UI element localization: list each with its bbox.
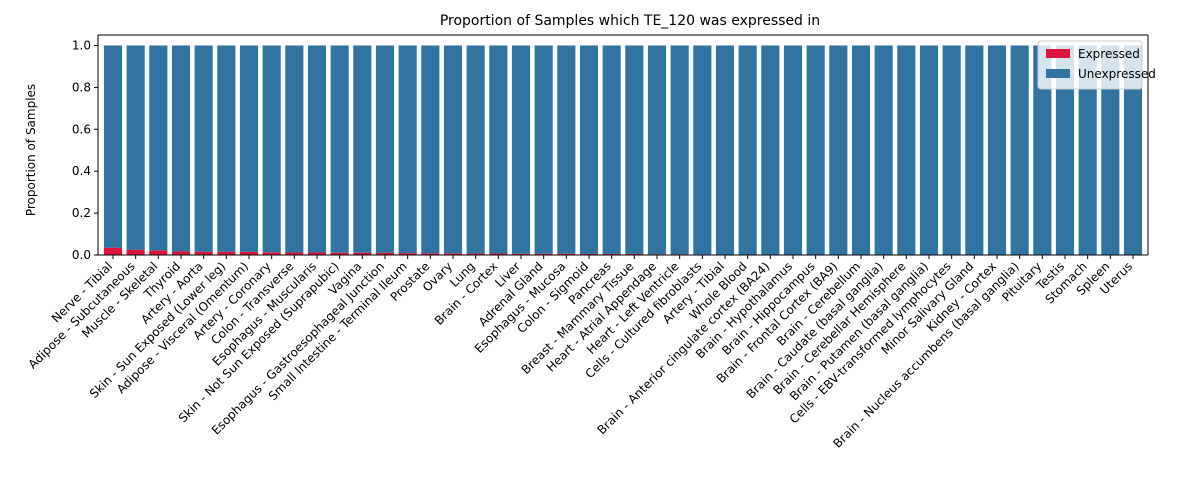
bar-expressed — [171, 251, 191, 255]
bar-unexpressed — [489, 45, 508, 254]
bar-unexpressed — [625, 45, 644, 254]
bar-unexpressed — [693, 45, 712, 255]
bar-unexpressed — [194, 45, 213, 252]
bar-unexpressed — [534, 45, 553, 254]
bar-expressed — [126, 249, 145, 255]
bar-unexpressed — [874, 45, 893, 256]
bar-expressed — [489, 253, 508, 255]
bar-expressed — [398, 253, 417, 255]
bar-unexpressed — [851, 45, 871, 256]
bar-expressed — [557, 253, 576, 255]
y-tick-label: 0.4 — [72, 164, 91, 178]
y-tick-label: 1.0 — [72, 38, 91, 52]
bar-unexpressed — [217, 45, 236, 252]
bar-unexpressed — [942, 45, 961, 256]
bar-unexpressed — [783, 45, 803, 256]
y-tick-label: 0.0 — [72, 248, 91, 262]
bar-unexpressed — [285, 45, 304, 253]
bar-expressed — [285, 252, 304, 255]
bar-unexpressed — [897, 45, 916, 256]
bar-expressed — [375, 252, 395, 255]
bar-unexpressed — [738, 45, 757, 256]
bar-expressed — [217, 251, 236, 255]
bar-unexpressed — [307, 45, 327, 253]
bar-expressed — [149, 250, 168, 255]
bar-expressed — [103, 247, 123, 255]
bar-expressed — [353, 252, 372, 255]
bar-unexpressed — [557, 45, 576, 254]
bar-unexpressed — [443, 45, 463, 254]
legend-swatch-expressed — [1046, 49, 1070, 58]
y-axis-label: Proportion of Samples — [24, 84, 38, 216]
bar-unexpressed — [670, 45, 689, 255]
bar-expressed — [443, 253, 463, 255]
bar-expressed — [194, 251, 213, 255]
bar-unexpressed — [715, 45, 735, 256]
bar-unexpressed — [1078, 45, 1097, 256]
bar-unexpressed — [466, 45, 485, 254]
bar-unexpressed — [353, 45, 372, 253]
bar-unexpressed — [919, 45, 939, 256]
bar-expressed — [421, 253, 440, 255]
bar-unexpressed — [375, 45, 395, 253]
bar-expressed — [511, 253, 531, 255]
bar-expressed — [466, 253, 485, 255]
bar-unexpressed — [1033, 45, 1052, 256]
y-tick-label: 0.8 — [72, 80, 91, 94]
bar-unexpressed — [806, 45, 825, 256]
bar-expressed — [579, 253, 599, 255]
bar-unexpressed — [421, 45, 440, 254]
bar-expressed — [625, 253, 644, 255]
bar-expressed — [534, 253, 553, 255]
legend: Expressed Unexpressed — [1037, 40, 1156, 90]
bar-unexpressed — [149, 45, 168, 251]
bar-unexpressed — [965, 45, 984, 256]
y-tick-label: 0.6 — [72, 122, 91, 136]
y-tick-label: 0.2 — [72, 206, 91, 220]
bar-unexpressed — [602, 45, 621, 254]
bar-unexpressed — [761, 45, 780, 256]
legend-label-expressed: Expressed — [1078, 47, 1140, 61]
legend-swatch-unexpressed — [1046, 69, 1070, 78]
bar-expressed — [262, 252, 281, 255]
bar-unexpressed — [330, 45, 349, 253]
bar-expressed — [602, 253, 621, 255]
bar-unexpressed — [103, 45, 123, 248]
bar-unexpressed — [579, 45, 599, 254]
bar-expressed — [307, 252, 327, 255]
legend-label-unexpressed: Unexpressed — [1078, 67, 1156, 81]
bar-unexpressed — [1010, 45, 1029, 256]
bar-unexpressed — [1101, 45, 1120, 256]
bar-unexpressed — [398, 45, 417, 254]
bar-unexpressed — [126, 45, 145, 250]
bar-expressed — [239, 251, 259, 255]
bar-unexpressed — [1123, 45, 1143, 256]
bar-unexpressed — [262, 45, 281, 253]
bar-unexpressed — [829, 45, 848, 256]
bar-unexpressed — [1055, 45, 1075, 256]
bar-unexpressed — [171, 45, 191, 252]
bar-unexpressed — [647, 45, 667, 255]
bar-unexpressed — [511, 45, 531, 254]
bar-expressed — [330, 252, 349, 255]
bar-unexpressed — [239, 45, 259, 252]
chart-title: Proportion of Samples which TE_120 was e… — [440, 13, 820, 29]
bar-unexpressed — [987, 45, 1007, 256]
